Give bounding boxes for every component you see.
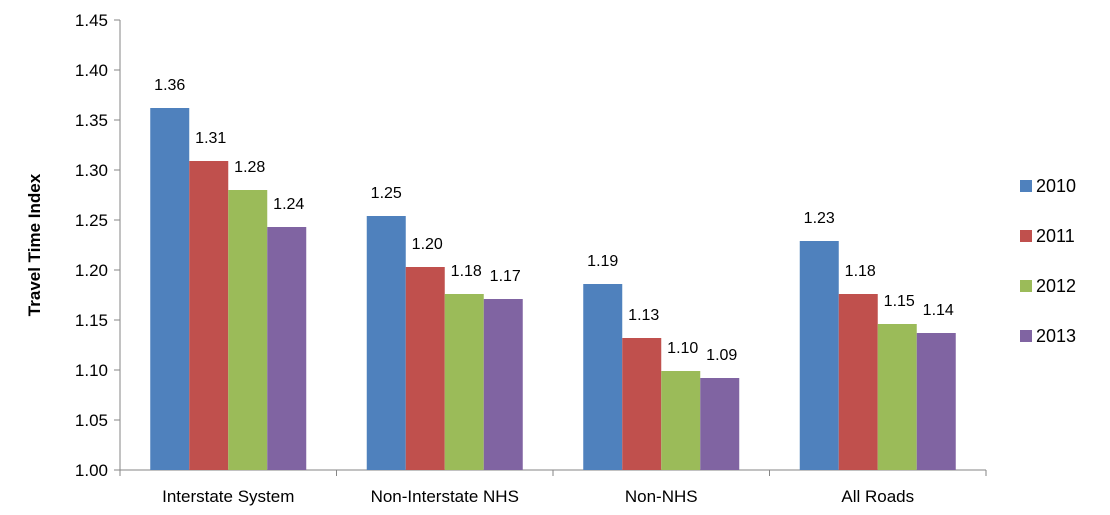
y-tick-label: 1.25 [75, 211, 108, 230]
bar-2013-2 [700, 378, 740, 470]
bar-2011-3 [838, 294, 878, 470]
bar-2010-0 [150, 108, 190, 470]
category-label: Interstate System [162, 487, 294, 506]
legend-swatch-2012 [1020, 280, 1032, 292]
legend-swatch-2011 [1020, 230, 1032, 242]
legend-label-2012: 2012 [1036, 276, 1076, 296]
y-tick-label: 1.35 [75, 111, 108, 130]
bar-2012-0 [228, 190, 268, 470]
bar-2012-1 [444, 294, 484, 470]
y-tick-label: 1.05 [75, 411, 108, 430]
y-tick-label: 1.15 [75, 311, 108, 330]
data-label: 1.25 [371, 185, 402, 202]
bar-2013-3 [916, 333, 956, 470]
legend-label-2013: 2013 [1036, 326, 1076, 346]
bar-2013-1 [483, 299, 523, 470]
bar-2011-1 [405, 267, 445, 470]
y-tick-label: 1.30 [75, 161, 108, 180]
data-label: 1.17 [490, 268, 521, 285]
legend: 2010 2011 2012 2013 [1020, 176, 1076, 346]
y-tick-label: 1.40 [75, 61, 108, 80]
data-label: 1.19 [587, 253, 618, 270]
bar-2013-0 [267, 227, 307, 470]
data-label: 1.14 [923, 302, 954, 319]
bar-2010-1 [366, 216, 406, 470]
bar-2012-3 [877, 324, 917, 470]
category-label: Non-Interstate NHS [371, 487, 519, 506]
data-label: 1.24 [273, 196, 304, 213]
y-tick-label: 1.45 [75, 11, 108, 30]
data-label: 1.31 [195, 130, 226, 147]
legend-label-2011: 2011 [1036, 226, 1075, 246]
y-tick-label: 1.00 [75, 461, 108, 480]
data-label: 1.09 [706, 347, 737, 364]
data-label: 1.28 [234, 159, 265, 176]
category-label: All Roads [841, 487, 914, 506]
legend-label-2010: 2010 [1036, 176, 1076, 196]
y-tick-label: 1.10 [75, 361, 108, 380]
bar-2011-0 [189, 161, 229, 470]
data-label: 1.36 [154, 77, 185, 94]
category-label: Non-NHS [625, 487, 698, 506]
data-label: 1.13 [628, 307, 659, 324]
bar-2012-2 [661, 371, 701, 470]
y-axis-title: Travel Time Index [25, 173, 44, 316]
data-label: 1.15 [884, 293, 915, 310]
legend-swatch-2013 [1020, 330, 1032, 342]
bar-2010-2 [583, 284, 623, 470]
legend-swatch-2010 [1020, 180, 1032, 192]
data-label: 1.10 [667, 340, 698, 357]
data-label: 1.18 [451, 263, 482, 280]
data-label: 1.18 [845, 263, 876, 280]
y-tick-label: 1.20 [75, 261, 108, 280]
plot-area: 1.00 1.05 1.10 1.15 1.20 1.25 1.30 1.35 1.40 1.45… [75, 11, 987, 506]
data-label: 1.20 [412, 236, 443, 253]
bar-2011-2 [622, 338, 662, 470]
bar-2010-3 [799, 241, 839, 470]
data-label: 1.23 [804, 210, 835, 227]
